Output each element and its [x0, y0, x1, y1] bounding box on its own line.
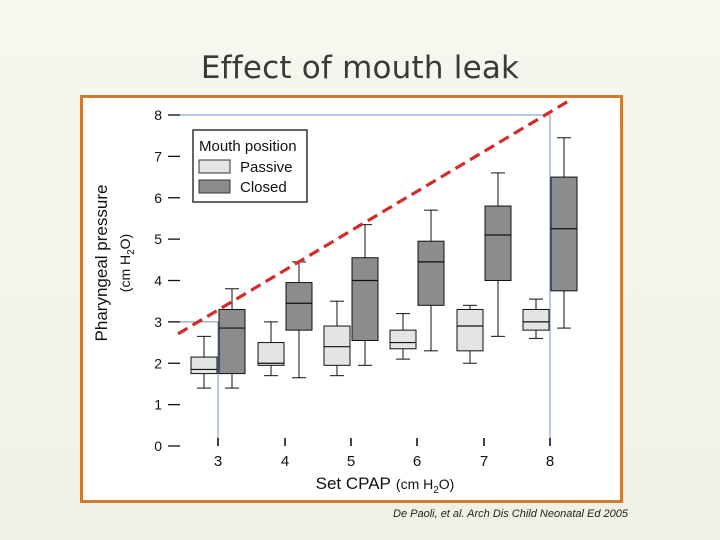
- box-passive-5: [323, 300, 351, 377]
- legend-label-closed: Closed: [240, 179, 287, 196]
- box-closed-5: [351, 224, 379, 366]
- y-tick-label-5: 5: [154, 231, 162, 247]
- legend-swatch-closed: [198, 179, 231, 194]
- y-tick-label-3: 3: [154, 314, 162, 330]
- x-tick-label-3: 3: [214, 453, 222, 470]
- box-closed-3: [218, 288, 246, 389]
- box-closed-8: [550, 137, 578, 329]
- box-closed-7: [484, 172, 512, 337]
- x-title-main: Set CPAP: [316, 474, 391, 493]
- box-closed-6: [417, 209, 445, 352]
- y-axis-title-main: Pharyngeal pressure: [92, 185, 111, 342]
- box-passive-7: [456, 304, 484, 364]
- x-tick-label-4: 4: [281, 453, 289, 470]
- box-passive-8: [522, 298, 550, 339]
- y-tick-label-4: 4: [154, 273, 162, 289]
- boxes: [190, 137, 578, 389]
- box-passive-4: [257, 321, 285, 377]
- legend-label-passive: Passive: [240, 159, 293, 176]
- box-body: [323, 325, 351, 366]
- x-tick-label-5: 5: [347, 453, 355, 470]
- box-body: [550, 176, 578, 292]
- y-unit-sub: 2: [126, 249, 137, 255]
- y-axis-unit: (cm H2O): [117, 234, 137, 292]
- box-closed-4: [285, 261, 313, 379]
- box-body: [257, 342, 285, 366]
- box-body: [389, 329, 417, 350]
- x-tick-label-7: 7: [480, 453, 488, 470]
- citation: De Paoli, et al. Arch Dis Child Neonatal…: [393, 508, 628, 520]
- y-axis-unit-text: (cm H2O): [117, 234, 137, 292]
- y-axis-title: Pharyngeal pressure: [92, 185, 111, 342]
- box-body: [484, 205, 512, 281]
- x-unit-post: O): [439, 476, 455, 492]
- trend-line-group: [177, 97, 573, 336]
- legend-swatch-passive: [198, 159, 231, 174]
- y-tick-label-7: 7: [154, 148, 162, 164]
- y-tick-label-8: 8: [154, 107, 162, 123]
- box-body: [351, 257, 379, 341]
- y-tick-label-1: 1: [154, 397, 162, 413]
- y-tick-label-0: 0: [154, 438, 162, 454]
- box-body: [522, 308, 550, 331]
- y-tick-label-6: 6: [154, 190, 162, 206]
- y-axis: 0 1 2 3 4 5 6 7 8: [154, 107, 180, 454]
- box-passive-6: [389, 313, 417, 360]
- y-unit-pre: (cm H: [117, 255, 133, 292]
- x-unit-pre: (cm H: [396, 476, 433, 492]
- x-axis: 3 4 5 6 7 8: [214, 438, 554, 470]
- legend: Mouth position Passive Closed: [192, 129, 308, 203]
- box-body: [218, 308, 246, 375]
- trend-line: [177, 97, 573, 336]
- slide-title: Effect of mouth leak: [200, 50, 520, 86]
- y-tick-label-2: 2: [154, 355, 162, 371]
- reference-lines: [168, 114, 551, 446]
- x-tick-label-6: 6: [413, 453, 421, 470]
- x-axis-title: Set CPAP (cm H2O): [316, 474, 455, 496]
- y-unit-post: O): [117, 234, 133, 250]
- legend-title: Mouth position: [199, 138, 297, 155]
- box-passive-3: [190, 335, 218, 389]
- x-tick-label-8: 8: [546, 453, 554, 470]
- box-body: [417, 240, 445, 306]
- box-body: [456, 308, 484, 352]
- box-body: [190, 356, 218, 375]
- x-unit-sub: 2: [433, 485, 439, 496]
- box-body: [285, 282, 313, 331]
